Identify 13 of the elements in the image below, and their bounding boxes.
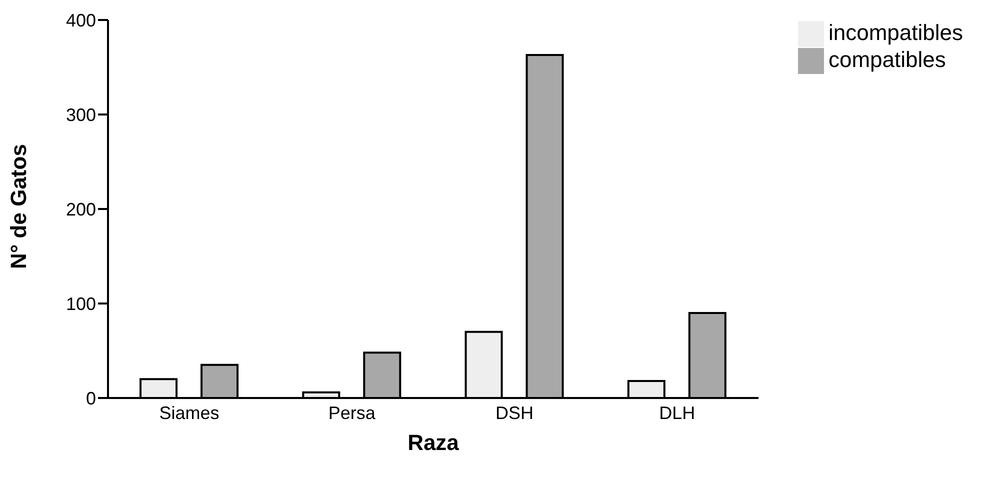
y-tick-label: 0 bbox=[86, 388, 96, 408]
x-tick-label: DSH bbox=[496, 402, 534, 423]
y-tick-label: 100 bbox=[66, 294, 96, 314]
y-tick-label: 300 bbox=[66, 104, 96, 125]
legend-label: compatibles bbox=[828, 47, 946, 72]
x-tick-label: Persa bbox=[328, 402, 376, 423]
legend-label: incompatibles bbox=[828, 20, 963, 45]
x-axis-title: Raza bbox=[408, 430, 460, 455]
y-axis-title: N° de Gatos bbox=[6, 144, 31, 269]
y-tick-label: 400 bbox=[66, 10, 96, 30]
y-tick-label: 200 bbox=[66, 199, 96, 220]
x-tick-label: Siames bbox=[159, 402, 220, 423]
x-tick-label: DLH bbox=[659, 402, 696, 423]
